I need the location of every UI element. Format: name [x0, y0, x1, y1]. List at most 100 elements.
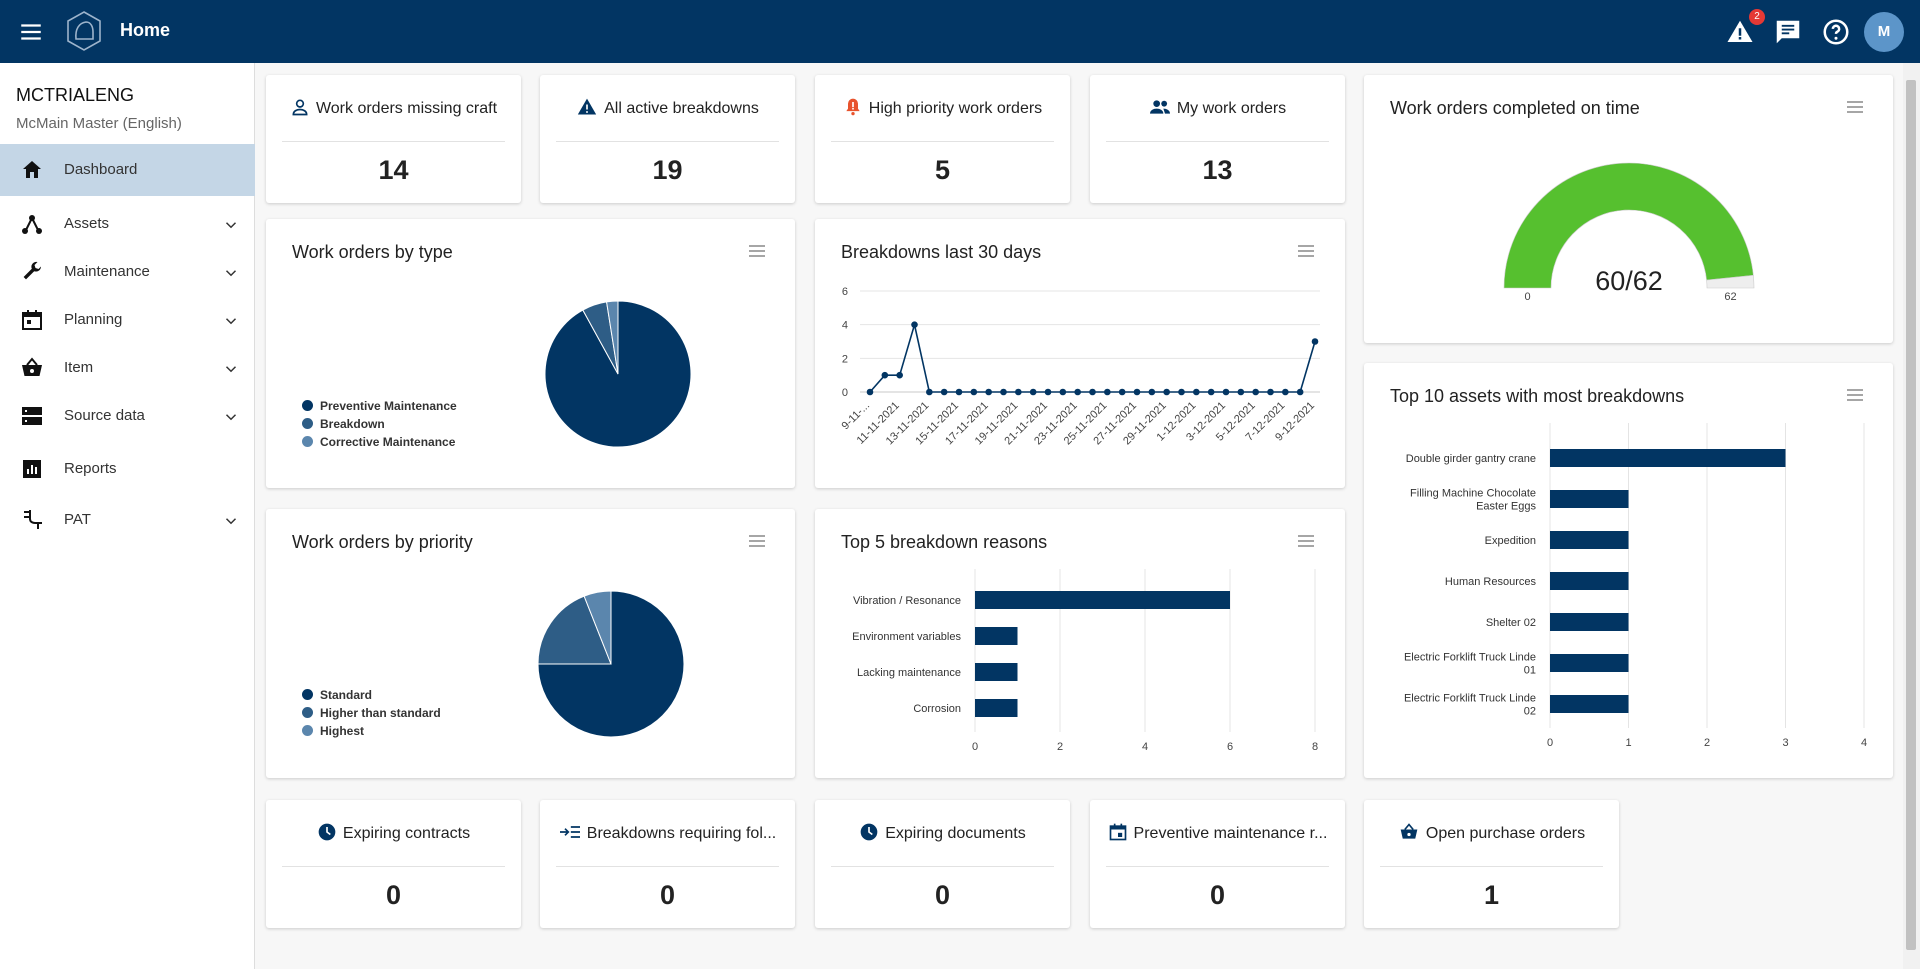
category-label: 01 — [1524, 665, 1536, 677]
category-label: Filling Machine Chocolate — [1410, 488, 1536, 500]
stat-card-my-work-orders[interactable]: My work orders 13 — [1090, 75, 1345, 203]
legend-item[interactable]: Breakdown — [302, 415, 457, 433]
stat-card-active-breakdowns[interactable]: All active breakdowns 19 — [540, 75, 795, 203]
chart-menu-icon[interactable] — [748, 243, 766, 259]
x-tick-label: 8 — [1312, 741, 1318, 753]
category-label: Lacking maintenance — [857, 667, 961, 679]
clock-icon — [860, 823, 878, 841]
top-app-bar: Home 2 M — [0, 0, 1920, 63]
chevron-down-icon[interactable] — [222, 312, 240, 330]
wrench-icon — [23, 261, 42, 280]
data-point — [1296, 388, 1304, 396]
sidebar-item-pat[interactable]: PAT — [0, 494, 255, 546]
chart-menu-icon[interactable] — [1297, 243, 1315, 259]
data-point — [866, 388, 874, 396]
chart-menu-icon[interactable] — [748, 533, 766, 549]
chevron-down-icon[interactable] — [222, 512, 240, 530]
org-subtitle: McMain Master (English) — [16, 115, 182, 132]
category-label: Shelter 02 — [1486, 617, 1536, 629]
stat-label: Work orders missing craft — [315, 100, 498, 117]
data-point — [1222, 388, 1230, 396]
data-point — [1163, 388, 1170, 396]
gauge-chart: 60/62 0 62 — [1503, 162, 1755, 303]
legend-item[interactable]: Preventive Maintenance — [302, 397, 457, 415]
chart-menu-icon[interactable] — [1846, 387, 1864, 403]
plug-icon — [24, 510, 42, 529]
chart-title: Top 5 breakdown reasons — [841, 532, 1048, 552]
chart-legend: Preventive Maintenance Breakdown Correct… — [302, 397, 457, 451]
chevron-down-icon[interactable] — [222, 408, 240, 426]
chart-card-top5-reasons: Top 5 breakdown reasons 0 2 4 6 8 Vibration /… — [815, 509, 1345, 778]
chevron-down-icon[interactable] — [222, 216, 240, 234]
legend-item[interactable]: Corrective Maintenance — [302, 433, 457, 451]
sidebar-item-dashboard[interactable]: Dashboard — [0, 144, 255, 196]
line-chart: 02469-11-...11-11-202113-11-202115-11-20… — [840, 286, 1320, 447]
data-point — [1207, 388, 1215, 396]
data-point — [1178, 388, 1185, 396]
scrollbar-thumb[interactable] — [1906, 80, 1916, 950]
menu-icon[interactable] — [18, 19, 44, 45]
logo[interactable] — [62, 9, 106, 53]
sidebar-item-item[interactable]: Item — [0, 342, 255, 394]
gauge-remaining-arc — [1706, 275, 1755, 289]
hierarchy-icon — [22, 215, 42, 234]
stat-value: 13 — [1202, 155, 1233, 185]
stat-card-open-purchase-orders[interactable]: Open purchase orders 1 — [1364, 800, 1619, 928]
x-tick-label: 2 — [1704, 737, 1710, 749]
chevron-down-icon[interactable] — [222, 264, 240, 282]
stat-card-breakdowns-followup[interactable]: Breakdowns requiring fol... 0 — [540, 800, 795, 928]
sidebar-item-label: PAT — [64, 511, 91, 528]
sidebar-item-source-data[interactable]: Source data — [0, 390, 255, 442]
stat-card-expiring-contracts[interactable]: Expiring contracts 0 — [266, 800, 521, 928]
pie-chart — [537, 590, 685, 738]
y-tick-label: 4 — [842, 320, 848, 332]
avatar[interactable]: M — [1864, 12, 1904, 52]
stat-label: Breakdowns requiring fol... — [586, 825, 777, 842]
clock-icon — [318, 823, 336, 841]
category-label: Expedition — [1485, 535, 1536, 547]
data-point — [1118, 388, 1126, 396]
pie-slice — [606, 300, 619, 375]
stat-value: 1 — [1483, 880, 1500, 910]
sidebar-item-reports[interactable]: Reports — [0, 443, 255, 495]
sidebar-item-label: Assets — [64, 215, 110, 232]
sidebar-item-assets[interactable]: Assets — [0, 198, 255, 250]
basket-icon — [1400, 823, 1418, 839]
legend-item[interactable]: Higher than standard — [302, 704, 441, 722]
category-label: Corrosion — [913, 703, 961, 715]
chat-icon[interactable] — [1773, 17, 1803, 47]
legend-item[interactable]: Highest — [302, 722, 441, 740]
bar — [1550, 613, 1629, 631]
y-tick-label: 2 — [842, 353, 848, 365]
sidebar-item-label: Dashboard — [64, 161, 138, 178]
data-point — [940, 388, 948, 396]
follow-up-icon — [559, 826, 580, 838]
stat-card-preventive-maintenance[interactable]: Preventive maintenance r... 0 — [1090, 800, 1345, 928]
bar — [1550, 654, 1629, 672]
x-tick-label: 2 — [1057, 741, 1063, 753]
chart-menu-icon[interactable] — [1297, 533, 1315, 549]
help-icon[interactable] — [1821, 17, 1851, 47]
data-point — [1237, 388, 1245, 396]
data-point — [911, 321, 918, 328]
sidebar-item-planning[interactable]: Planning — [0, 294, 255, 346]
stat-label: Expiring documents — [885, 825, 1026, 842]
stat-value: 5 — [934, 155, 951, 185]
pie-slice — [537, 595, 612, 665]
stat-card-high-priority[interactable]: High priority work orders 5 — [815, 75, 1070, 203]
stat-card-missing-craft[interactable]: Work orders missing craft 14 — [266, 75, 521, 203]
chart-menu-icon[interactable] — [1846, 99, 1864, 115]
bell-alert-icon — [846, 98, 860, 116]
chart-card-by-priority: Work orders by priority Standard Higher … — [266, 509, 795, 778]
sidebar-item-maintenance[interactable]: Maintenance — [0, 246, 255, 298]
warning-icon[interactable] — [1725, 17, 1755, 47]
data-point — [1059, 388, 1067, 396]
bar — [1550, 695, 1629, 713]
chevron-down-icon[interactable] — [222, 360, 240, 378]
alert-count-badge: 2 — [1749, 9, 1765, 25]
stat-value: 0 — [659, 880, 676, 910]
legend-item[interactable]: Standard — [302, 686, 441, 704]
gauge-min-label: 0 — [1524, 291, 1530, 303]
stat-card-expiring-documents[interactable]: Expiring documents 0 — [815, 800, 1070, 928]
